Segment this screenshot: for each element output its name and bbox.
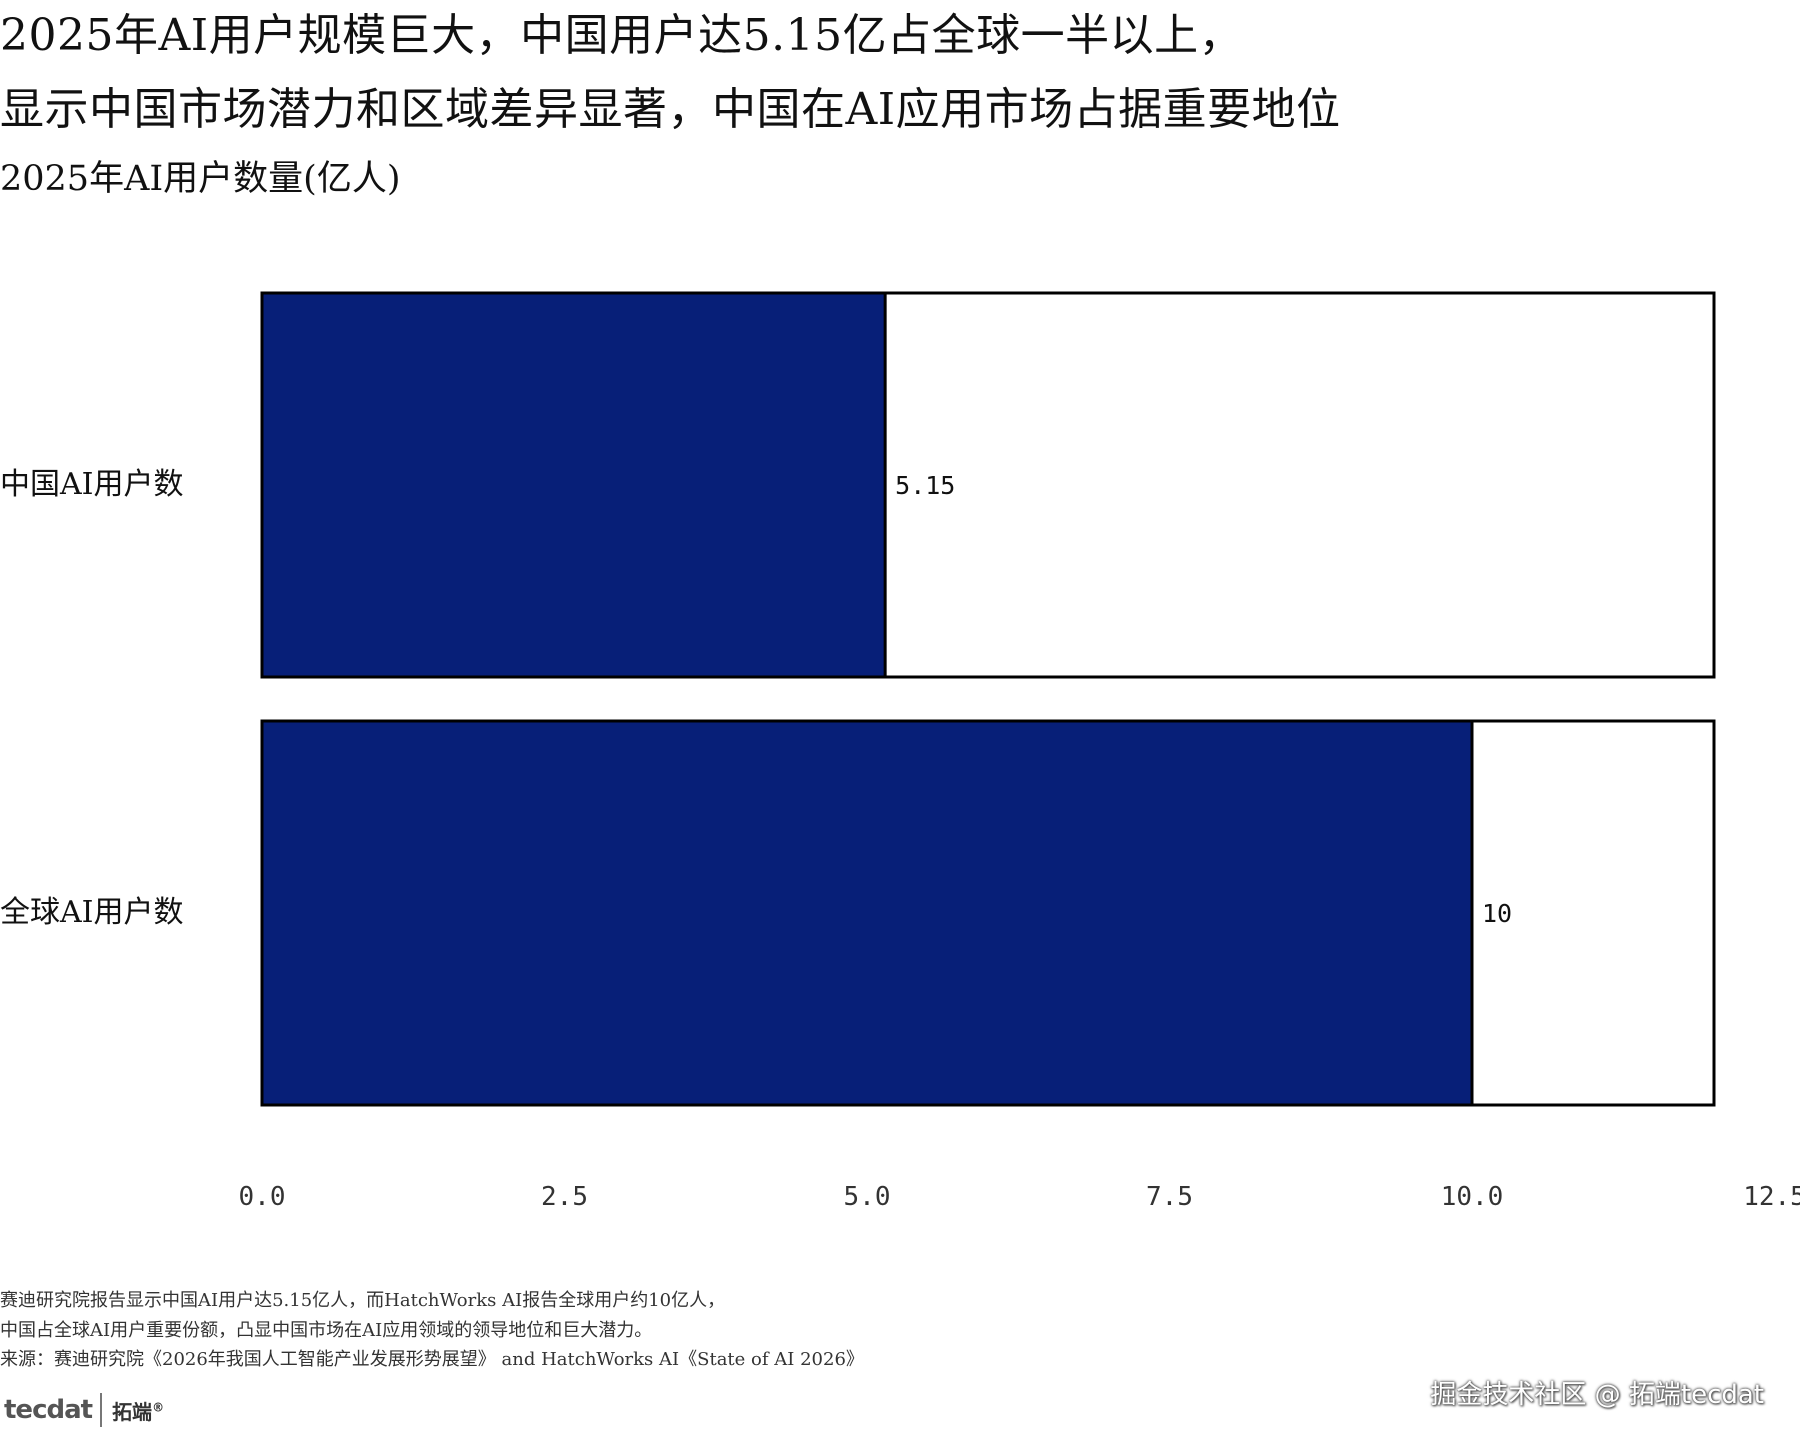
x-tick-label: 7.5: [1146, 1182, 1193, 1212]
logo-divider: [100, 1393, 103, 1427]
category-label-global: 全球AI用户数: [0, 895, 184, 930]
category-label-china: 中国AI用户数: [0, 467, 184, 502]
x-tick-label: 0.0: [239, 1182, 286, 1212]
watermark: 掘金技术社区 @ 拓端tecdat: [1430, 1380, 1764, 1410]
data-label: 10: [1482, 899, 1512, 928]
bar-chart: 5.15 10 0.0 2.5 5.0 7.5 10.0 12.5: [239, 291, 1800, 1212]
source-note: 来源：赛迪研究院《2026年我国人工智能产业发展形势展望》 and HatchW…: [0, 1349, 864, 1370]
data-label: 5.15: [895, 471, 955, 500]
logo-reg-mark: ®: [152, 1399, 165, 1414]
footnote-line-2: 中国占全球AI用户重要份额，凸显中国市场在AI应用领域的领导地位和巨大潜力。: [0, 1320, 653, 1341]
logo-text: 拓端®: [112, 1396, 164, 1425]
bar: [260, 291, 887, 679]
chart-title-line-2: 显示中国市场潜力和区域差异显著，中国在AI应用市场占据重要地位: [0, 84, 1341, 135]
logo-cn-text: 拓端: [112, 1399, 153, 1424]
bar: [260, 719, 1474, 1107]
tecdat-logo: tecdat 拓端®: [4, 1386, 164, 1434]
footnote-line-1: 赛迪研究院报告显示中国AI用户达5.15亿人，而HatchWorks AI报告全…: [0, 1290, 726, 1311]
x-tick-label: 10.0: [1441, 1182, 1504, 1212]
chart-subtitle: 2025年AI用户数量(亿人): [0, 159, 401, 199]
x-tick-label: 5.0: [844, 1182, 891, 1212]
logo-mark: tecdat: [4, 1395, 93, 1425]
x-tick-label: 12.5: [1743, 1182, 1800, 1212]
x-tick-label: 2.5: [541, 1182, 588, 1212]
chart-title-line-1: 2025年AI用户规模巨大，中国用户达5.15亿占全球一半以上，: [0, 10, 1244, 61]
